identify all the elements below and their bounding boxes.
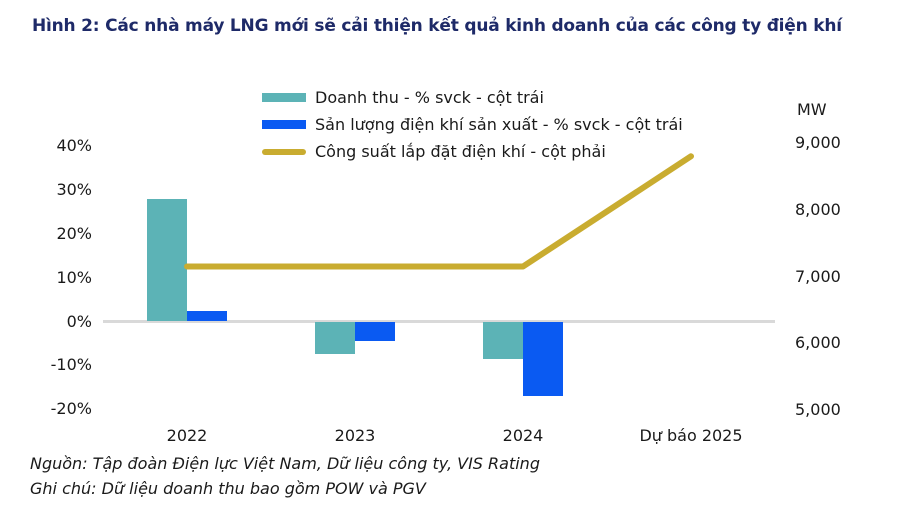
bar-revenue-2024 <box>483 321 523 359</box>
legend-swatch-installed-capacity <box>262 148 306 155</box>
bar-gas-output-2024 <box>523 321 563 396</box>
legend-swatch-gas-output <box>262 120 306 129</box>
x-axis-label: 2023 <box>334 426 376 445</box>
right-axis-unit-label: MW <box>797 100 827 119</box>
legend-item-gas-output: Sản lượng điện khí sản xuất - % svck - c… <box>262 111 683 138</box>
left-axis-tick: -10% <box>50 355 92 375</box>
left-axis-tick: 40% <box>56 136 92 156</box>
data-note: Ghi chú: Dữ liệu doanh thu bao gồm POW v… <box>30 479 426 498</box>
right-axis-tick: 5,000 <box>795 400 841 419</box>
left-axis-tick: 20% <box>56 223 92 243</box>
bar-revenue-2023 <box>315 321 355 355</box>
left-axis-tick: 30% <box>56 180 92 200</box>
right-axis-tick: 6,000 <box>795 333 841 353</box>
x-axis-label: 2024 <box>502 426 544 445</box>
bar-gas-output-2023 <box>355 321 395 342</box>
figure-title: Hình 2: Các nhà máy LNG mới sẽ cải thiện… <box>32 16 842 36</box>
x-axis-label: Dự báo 2025 <box>639 426 743 445</box>
legend-swatch-revenue <box>262 93 306 102</box>
right-axis-tick: 9,000 <box>795 133 841 152</box>
right-axis-tick: 8,000 <box>795 199 841 219</box>
chart-legend: Doanh thu - % svck - cột trái Sản lượng … <box>262 84 683 165</box>
left-axis-tick: 0% <box>66 311 92 331</box>
bar-gas-output-2022 <box>187 310 227 322</box>
x-axis-label: 2022 <box>166 426 208 445</box>
left-axis-tick: -20% <box>50 399 92 419</box>
left-axis-tick: 10% <box>56 267 92 287</box>
zero-baseline <box>103 320 775 323</box>
footer: Nguồn: Tập đoàn Điện lực Việt Nam, Dữ li… <box>30 451 540 501</box>
bar-revenue-2022 <box>147 198 187 322</box>
legend-item-revenue: Doanh thu - % svck - cột trái <box>262 84 683 111</box>
source-note: Nguồn: Tập đoàn Điện lực Việt Nam, Dữ li… <box>30 454 540 473</box>
right-axis-tick: 7,000 <box>795 266 841 286</box>
legend-label-revenue: Doanh thu - % svck - cột trái <box>315 88 544 107</box>
legend-label-gas-output: Sản lượng điện khí sản xuất - % svck - c… <box>315 115 683 134</box>
